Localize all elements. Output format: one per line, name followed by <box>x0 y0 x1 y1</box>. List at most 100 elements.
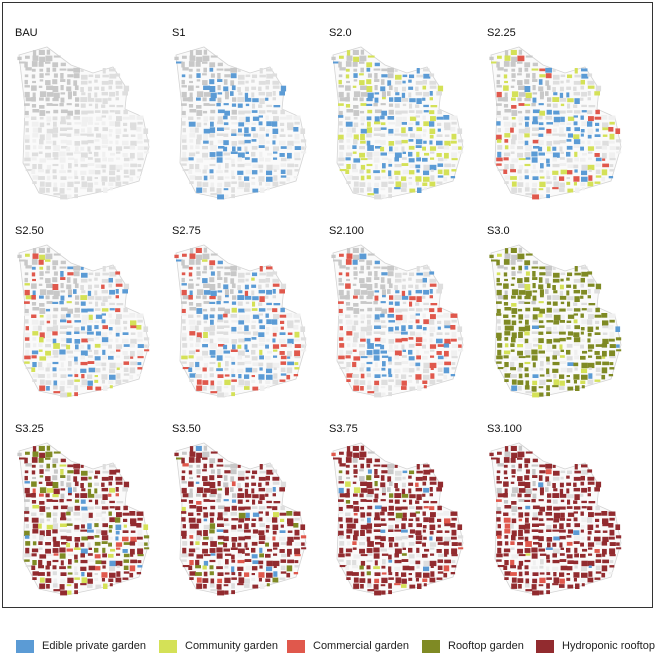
building-block <box>366 373 371 378</box>
block-hydroponic-rooftop <box>609 554 616 557</box>
block-community-garden <box>409 116 417 121</box>
block-edible-private-garden <box>595 157 602 162</box>
block-hydroponic-rooftop <box>196 530 202 537</box>
building-block <box>59 68 67 71</box>
building-block <box>401 344 405 350</box>
block-hydroponic-rooftop <box>59 547 66 553</box>
block-hydroponic-rooftop <box>380 542 385 548</box>
building-block <box>559 290 564 297</box>
building-block <box>457 535 464 539</box>
block-rooftop-garden <box>24 559 30 562</box>
building-block <box>503 97 508 102</box>
building-block <box>210 307 216 312</box>
block-commercial-garden <box>52 331 58 336</box>
block-edible-private-garden <box>374 505 382 510</box>
block-community-garden <box>559 355 565 358</box>
building-block <box>31 68 36 72</box>
block-edible-private-garden <box>380 313 385 318</box>
building-block <box>511 158 519 163</box>
block-edible-private-garden <box>258 115 263 118</box>
block-edible-private-garden <box>381 110 387 116</box>
building-block <box>345 367 350 372</box>
building-block <box>251 92 255 98</box>
building-block <box>582 152 588 156</box>
block-community-garden <box>294 362 299 366</box>
building-block <box>595 169 601 174</box>
building-block <box>196 105 202 109</box>
block-edible-private-garden <box>244 157 250 160</box>
block-rooftop-garden <box>594 351 600 355</box>
block-community-garden <box>203 332 208 338</box>
block-hydroponic-rooftop <box>109 517 115 523</box>
block-community-garden <box>94 379 99 383</box>
building-block <box>367 355 373 358</box>
building-block <box>122 338 129 344</box>
block-commercial-garden <box>182 367 190 370</box>
building-block <box>287 320 294 326</box>
building-block <box>217 325 224 329</box>
block-hydroponic-rooftop <box>224 590 229 595</box>
building-block <box>353 68 358 72</box>
building-block <box>394 87 398 92</box>
block-hydroponic-rooftop <box>101 535 109 541</box>
block-edible-private-garden <box>94 325 99 330</box>
block-rooftop-garden <box>582 350 588 354</box>
building-block <box>581 91 587 97</box>
block-hydroponic-rooftop <box>574 553 579 558</box>
block-hydroponic-rooftop <box>251 488 255 494</box>
block-edible-private-garden <box>210 355 216 358</box>
building-block <box>60 116 66 122</box>
block-edible-private-garden <box>266 289 272 295</box>
building-block <box>39 308 46 314</box>
building-block <box>129 374 134 380</box>
block-hydroponic-rooftop <box>422 493 426 497</box>
building-block <box>32 325 39 331</box>
building-block <box>510 259 516 265</box>
block-hydroponic-rooftop <box>287 559 294 564</box>
block-rooftop-garden <box>123 565 129 570</box>
building-block <box>46 116 52 122</box>
block-hydroponic-rooftop <box>553 524 557 529</box>
building-block <box>394 344 399 349</box>
building-block <box>367 253 375 256</box>
building-block <box>203 445 208 451</box>
building-block <box>545 271 552 277</box>
building-block <box>266 517 272 523</box>
block-edible-private-garden <box>238 374 242 379</box>
block-edible-private-garden <box>68 295 72 298</box>
block-rooftop-garden <box>503 259 510 265</box>
building-block <box>137 529 143 536</box>
block-commercial-garden <box>346 379 351 382</box>
building-block <box>115 164 123 171</box>
block-edible-private-garden <box>423 140 427 144</box>
block-edible-private-garden <box>573 139 581 145</box>
building-block <box>217 493 222 499</box>
building-block <box>511 493 516 497</box>
block-hydroponic-rooftop <box>510 565 516 569</box>
block-rooftop-garden <box>524 325 531 331</box>
block-commercial-garden <box>188 272 193 277</box>
building-block <box>108 133 112 137</box>
building-block <box>209 458 216 464</box>
block-commercial-garden <box>102 325 108 330</box>
building-block <box>517 80 523 86</box>
building-block <box>202 80 208 86</box>
building-block <box>559 182 565 188</box>
block-community-garden <box>394 170 401 175</box>
building-block <box>518 175 523 181</box>
block-community-garden <box>143 524 149 530</box>
building-block <box>339 541 345 546</box>
building-block <box>60 283 64 289</box>
building-block <box>366 583 372 588</box>
block-rooftop-garden <box>574 296 580 302</box>
building-block <box>567 368 573 373</box>
block-hydroponic-rooftop <box>518 481 526 486</box>
block-hydroponic-rooftop <box>539 572 545 575</box>
block-community-garden <box>511 303 517 307</box>
scenario-panel: S3.75 <box>323 399 483 597</box>
building-block <box>123 109 128 115</box>
building-block <box>422 313 426 318</box>
block-hydroponic-rooftop <box>429 469 435 473</box>
block-edible-private-garden <box>280 85 287 92</box>
building-block <box>81 320 88 325</box>
